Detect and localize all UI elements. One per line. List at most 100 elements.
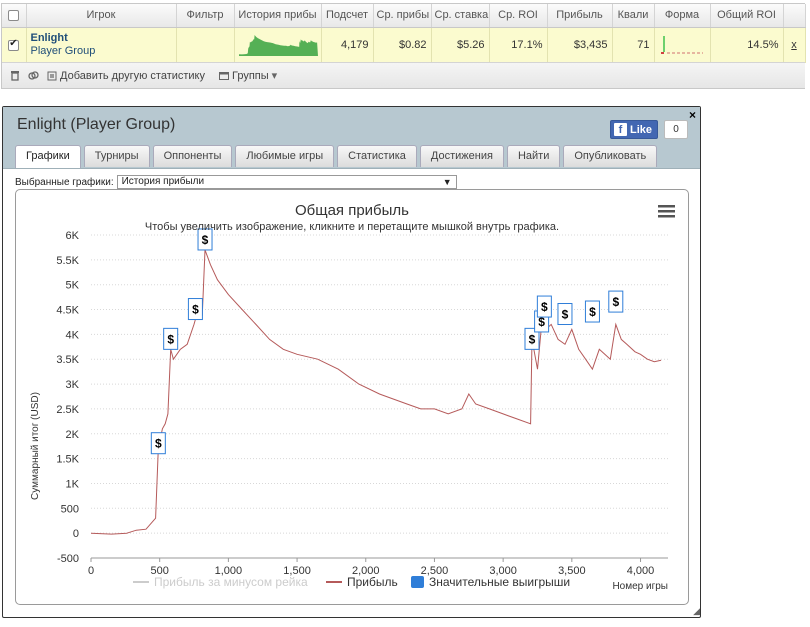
y-tick-label: 3K: [66, 379, 80, 391]
y-tick-label: 2.5K: [56, 404, 79, 416]
big-win-label: $: [202, 233, 209, 247]
big-win-flag: [524, 327, 540, 350]
big-win-flag: [557, 303, 573, 326]
big-win-marker[interactable]: $: [608, 290, 624, 313]
big-win-marker[interactable]: $: [197, 228, 213, 251]
big-win-flag: [150, 432, 166, 455]
chart-container[interactable]: -500 0 500 1K 1.5K 2K 2.5K 3K 3.5K 4K 4.5K 5K 5.5K 6K…: [15, 189, 689, 605]
total-roi-cell: 14.5%: [710, 27, 784, 63]
column-header-avg-profit[interactable]: Ср. прибы: [373, 4, 432, 28]
big-win-label: $: [541, 300, 548, 314]
widget-header: Enlight (Player Group) f Like 0 × График…: [3, 107, 700, 169]
big-win-flag: [536, 295, 552, 318]
x-tick-label: 3,000: [489, 565, 517, 577]
tab-find[interactable]: Найти: [506, 145, 561, 167]
big-win-label: $: [562, 308, 569, 322]
big-win-marker[interactable]: $: [584, 300, 600, 323]
big-win-label: $: [612, 295, 619, 309]
player-name-link[interactable]: Enlight: [30, 32, 68, 44]
column-header-qualif[interactable]: Квали: [612, 4, 655, 28]
stats-toolbar: Добавить другую статистику Группы ▾: [2, 62, 805, 88]
tab-statistics[interactable]: Статистика: [337, 145, 417, 167]
y-tick-label: 500: [61, 503, 79, 515]
y-tick-label: 2K: [66, 429, 80, 441]
x-tick-label: 1,000: [215, 565, 243, 577]
profit-chart[interactable]: -500 0 500 1K 1.5K 2K 2.5K 3K 3.5K 4K 4.5K 5K 5.5K 6K…: [16, 190, 688, 604]
tab-tournaments[interactable]: Турниры: [83, 145, 150, 167]
player-cell: Enlight Player Group: [26, 27, 177, 63]
count-cell: 4,179: [321, 27, 374, 63]
column-header-avg-roi[interactable]: Ср. ROI: [489, 4, 548, 28]
stats-panel: Игрок Фильтр История прибы Подсчет Ср. п…: [1, 3, 806, 89]
table-header-row: Игрок Фильтр История прибы Подсчет Ср. п…: [2, 4, 806, 28]
y-tick-label: 1K: [66, 478, 80, 490]
y-tick-label: 6K: [66, 230, 80, 242]
remove-row-link[interactable]: x: [791, 39, 797, 51]
legend-item-net-of-rake[interactable]: Прибыль за минусом рейка: [133, 575, 308, 589]
close-icon[interactable]: ×: [689, 108, 697, 122]
groups-dropdown[interactable]: Группы ▾: [219, 69, 277, 82]
x-tick-label: 2,000: [352, 565, 380, 577]
select-all-checkbox[interactable]: [2, 4, 27, 28]
legend-label-net-of-rake: Прибыль за минусом рейка: [154, 575, 308, 589]
add-stat-label: Добавить другую статистику: [60, 69, 205, 82]
legend-item-profit[interactable]: Прибыль: [326, 575, 398, 589]
stats-table: Игрок Фильтр История прибы Подсчет Ср. п…: [2, 4, 806, 63]
link-icon[interactable]: [28, 70, 39, 81]
big-win-marker[interactable]: $: [163, 327, 179, 350]
big-win-flag: [197, 228, 213, 251]
column-header-profit[interactable]: Прибыль: [547, 4, 613, 28]
column-header-profit-history[interactable]: История прибы: [234, 4, 322, 28]
tab-graphs[interactable]: Графики: [15, 145, 81, 168]
column-header-total-roi[interactable]: Общий ROI: [710, 4, 784, 28]
tab-achievements[interactable]: Достижения: [419, 145, 504, 167]
big-win-label: $: [538, 315, 545, 329]
resize-handle-icon[interactable]: ◢: [693, 606, 700, 616]
tab-publish[interactable]: Опубликовать: [563, 145, 658, 167]
facebook-like-label: Like: [630, 123, 653, 136]
avg-stake-cell: $5.26: [431, 27, 490, 63]
chart-selector-label: Выбранные графики:: [15, 176, 114, 188]
legend-label-profit: Прибыль: [347, 575, 398, 589]
trash-icon[interactable]: [10, 70, 20, 81]
column-header-remove: [783, 4, 806, 28]
chart-legend: Прибыль за минусом рейка Прибыль Значите…: [133, 575, 570, 589]
avg-roi-cell: 17.1%: [489, 27, 548, 63]
big-win-marker[interactable]: $: [557, 303, 573, 326]
legend-item-big-wins[interactable]: Значительные выигрыши: [411, 575, 570, 589]
column-header-player[interactable]: Игрок: [26, 4, 177, 28]
tab-opponents[interactable]: Оппоненты: [152, 145, 233, 167]
big-win-marker[interactable]: $: [524, 327, 540, 350]
x-tick-label: 1,500: [283, 565, 311, 577]
x-tick-label: 0: [88, 565, 94, 577]
row-checkbox[interactable]: [2, 27, 27, 63]
big-win-label: $: [589, 305, 596, 319]
qualif-cell: 71: [612, 27, 655, 63]
profit-series-line: [90, 249, 662, 535]
avg-profit-cell: $0.82: [373, 27, 432, 63]
big-win-label: $: [155, 437, 162, 451]
column-header-form[interactable]: Форма: [654, 4, 711, 28]
y-tick-label: 4.5K: [56, 305, 79, 317]
player-widget: Enlight (Player Group) f Like 0 × График…: [2, 106, 701, 618]
chart-menu-icon[interactable]: [658, 205, 675, 218]
column-header-avg-stake[interactable]: Ср. ставка: [431, 4, 490, 28]
column-header-filter[interactable]: Фильтр: [176, 4, 235, 28]
tab-favourite-games[interactable]: Любимые игры: [235, 145, 335, 167]
caret-down-icon: ▾: [271, 70, 278, 82]
big-win-marker[interactable]: $: [187, 298, 203, 321]
groups-icon: [219, 71, 229, 80]
facebook-like-button[interactable]: f Like: [610, 120, 658, 139]
column-header-count[interactable]: Подсчет: [321, 4, 374, 28]
big-win-flag: [608, 290, 624, 313]
chart-selector[interactable]: История прибыли ▼: [116, 175, 457, 189]
widget-tabs: Графики Турниры Оппоненты Любимые игры С…: [15, 145, 658, 168]
x-tick-label: 3,500: [558, 565, 586, 577]
add-stat-button[interactable]: Добавить другую статистику: [47, 70, 205, 82]
x-tick-label: 500: [151, 565, 169, 577]
big-win-marker[interactable]: $: [536, 295, 552, 318]
widget-title: Enlight (Player Group): [17, 116, 176, 133]
dropdown-arrow-icon: ▼: [442, 177, 452, 187]
big-win-marker[interactable]: $: [150, 432, 166, 455]
add-stat-icon: [47, 71, 57, 80]
